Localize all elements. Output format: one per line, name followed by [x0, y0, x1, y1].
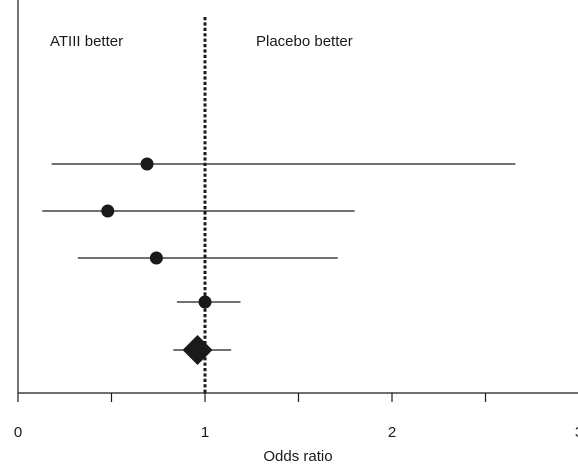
study-point [141, 158, 154, 171]
x-axis-label: Odds ratio [263, 448, 332, 465]
annotation-right: Placebo better [256, 33, 353, 50]
x-tick-label: 0 [14, 424, 22, 441]
x-axis-ticks [18, 393, 578, 402]
annotation-left: ATIII better [50, 33, 123, 50]
study-point [150, 252, 163, 265]
x-tick-label: 2 [388, 424, 396, 441]
x-axis-tick-labels: 0123 [14, 424, 578, 441]
study-point [101, 205, 114, 218]
x-tick-label: 1 [201, 424, 209, 441]
pooled-diamond [183, 335, 213, 365]
study-rows [42, 158, 515, 309]
study-point [199, 296, 212, 309]
pooled-estimate [173, 335, 231, 365]
